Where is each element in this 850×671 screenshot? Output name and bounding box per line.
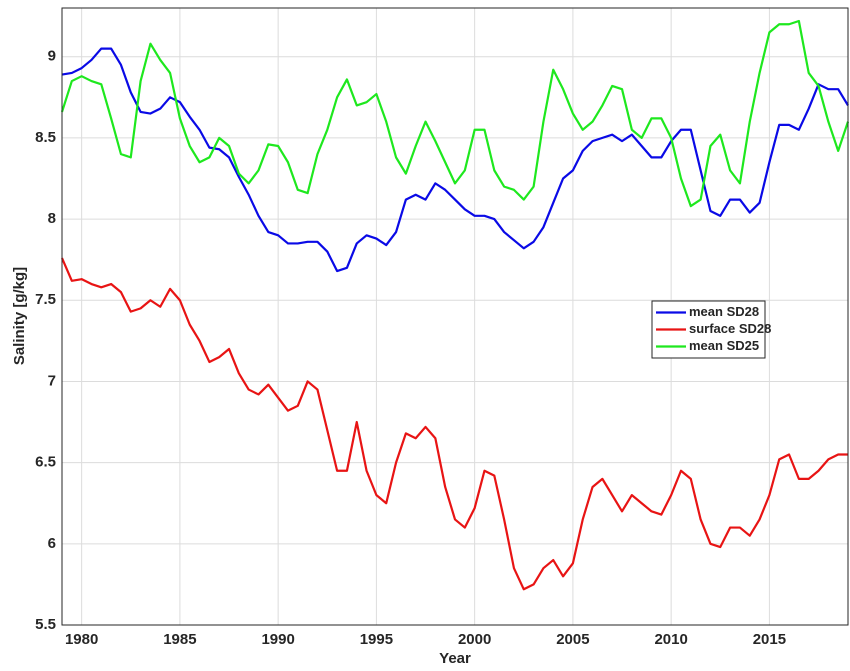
y-tick-label: 7 <box>48 372 56 389</box>
x-tick-label: 2010 <box>654 631 687 648</box>
x-tick-label: 1990 <box>261 631 294 648</box>
y-tick-label: 7.5 <box>35 291 56 308</box>
legend: mean SD28 surface SD28 mean SD25 <box>651 300 771 359</box>
legend-label: surface SD28 <box>689 321 771 336</box>
y-tick-label: 6 <box>48 535 56 552</box>
legend-label: mean SD28 <box>689 304 759 319</box>
x-tick-label: 2000 <box>458 631 491 648</box>
series-line <box>60 257 848 591</box>
x-tick-label: 1980 <box>65 631 98 648</box>
legend-label: mean SD25 <box>689 338 759 353</box>
y-axis-label: Salinity [g/kg] <box>11 267 28 365</box>
y-tick-label: 5.5 <box>35 616 56 633</box>
y-tick-label: 8.5 <box>35 129 56 146</box>
y-tick-label: 8 <box>48 210 56 227</box>
x-tick-label: 1985 <box>163 631 196 648</box>
x-tick-label: 1995 <box>360 631 393 648</box>
x-axis-label: Year <box>439 650 471 667</box>
series-line <box>60 19 850 208</box>
series-line <box>61 47 849 273</box>
axes-frame <box>61 7 849 626</box>
y-tick-label: 9 <box>48 48 56 65</box>
plot-lines <box>60 19 850 591</box>
x-tick-label: 2015 <box>753 631 786 648</box>
y-tick-label: 6.5 <box>35 454 56 471</box>
x-tick-label: 2005 <box>556 631 589 648</box>
